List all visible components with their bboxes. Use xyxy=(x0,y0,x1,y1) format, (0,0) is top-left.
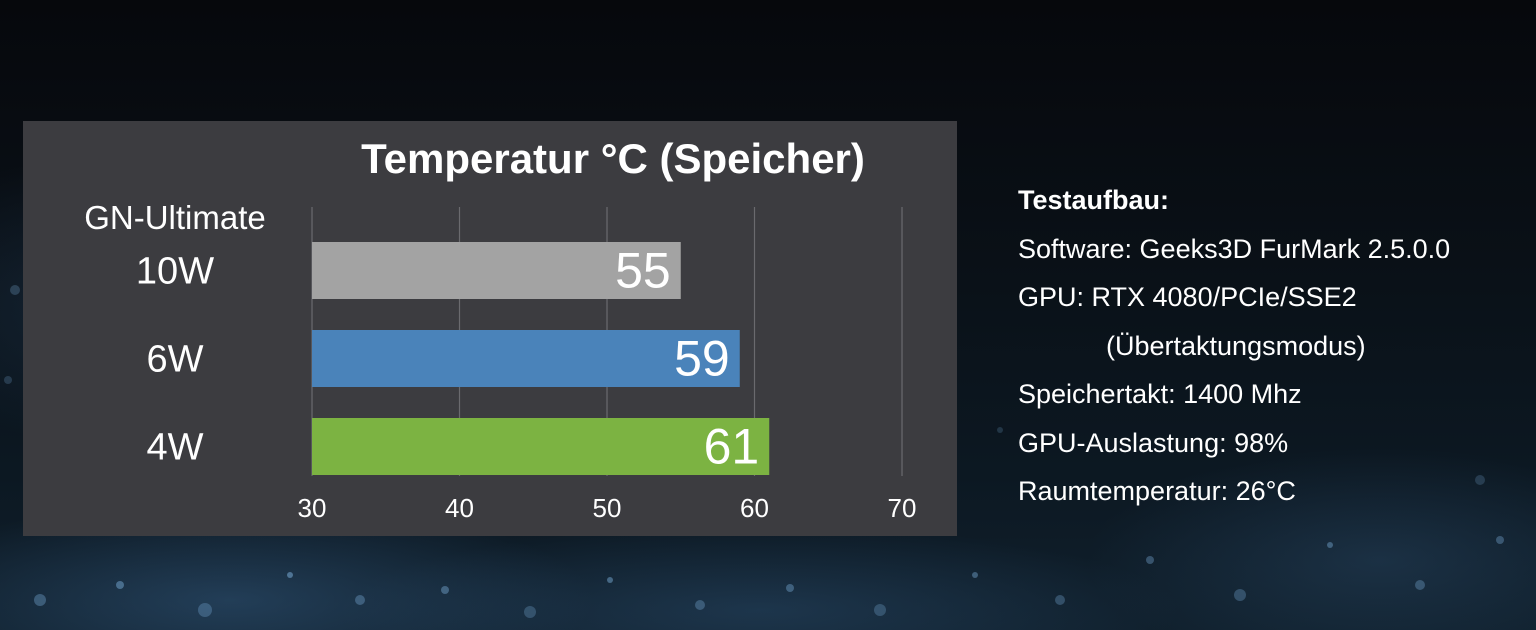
info-software: Software: Geeks3D FurMark 2.5.0.0 xyxy=(1018,233,1451,264)
x-tick-labels: 30 40 50 60 70 xyxy=(298,493,917,523)
x-tick-label: 50 xyxy=(593,493,622,523)
data-label-10w: 55 xyxy=(615,243,671,299)
category-label-6w: 6W xyxy=(147,339,204,381)
test-setup-info: Testaufbau: Software: Geeks3D FurMark 2.… xyxy=(1018,176,1528,516)
info-gpu-mode: (Übertaktungsmodus) xyxy=(1106,330,1366,361)
data-label-6w: 59 xyxy=(674,331,730,387)
chart-title: Temperatur °C (Speicher) xyxy=(361,135,865,182)
chart-panel: Temperatur °C (Speicher) GN-Ultimate 10W… xyxy=(23,121,957,536)
temperature-bar-chart: Temperatur °C (Speicher) GN-Ultimate 10W… xyxy=(84,135,917,523)
category-label-4w: 4W xyxy=(147,427,204,469)
x-tick-label: 70 xyxy=(888,493,917,523)
info-memory-clock: Speichertakt: 1400 Mhz xyxy=(1018,379,1302,409)
bar-10w xyxy=(312,242,681,299)
test-setup-heading: Testaufbau: xyxy=(1018,185,1170,215)
x-tick-label: 60 xyxy=(740,493,769,523)
info-gpu-load: GPU-Auslastung: 98% xyxy=(1018,427,1289,458)
bar-6w xyxy=(312,330,740,387)
bars xyxy=(312,242,770,475)
category-labels: 10W 6W 4W xyxy=(136,251,214,469)
chart-group-label: GN-Ultimate xyxy=(84,199,266,236)
x-tick-label: 30 xyxy=(298,493,327,523)
category-label-10w: 10W xyxy=(136,251,214,293)
data-label-4w: 61 xyxy=(704,419,760,475)
x-tick-label: 40 xyxy=(445,493,474,523)
info-gpu: GPU: RTX 4080/PCIe/SSE2 xyxy=(1018,282,1357,312)
info-room-temperature: Raumtemperatur: 26°C xyxy=(1018,476,1296,506)
bar-4w xyxy=(312,418,770,475)
